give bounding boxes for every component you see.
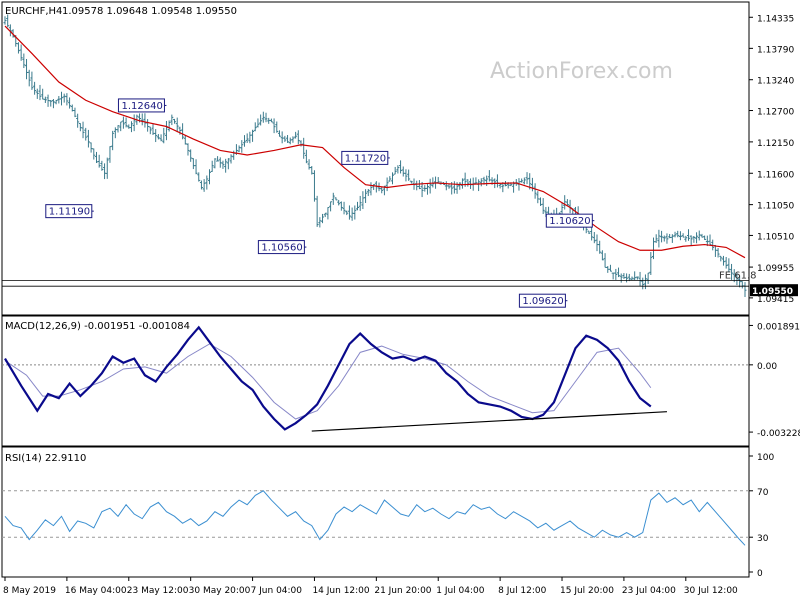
price-ytick-label: 1.10510 — [757, 232, 794, 242]
xtick-label: 16 May 04:00 — [65, 586, 127, 596]
macd-line — [4, 325, 652, 431]
macd-signal-line — [4, 343, 652, 420]
macd-ytick-label: 0.001891 — [757, 322, 800, 332]
macd-ytick-label: 0.00 — [757, 362, 777, 372]
xtick-label: 23 Jul 04:00 — [622, 586, 676, 596]
rsi-layer: 100 70 30 0 — [2, 453, 774, 579]
price-ytick-label: 1.12700 — [757, 108, 794, 118]
last-price-box — [750, 284, 798, 297]
xtick-label: 8 Jul 12:00 — [498, 586, 547, 596]
price-ytick-label: 1.14335 — [757, 14, 794, 24]
macd-ytick-label: -0.003228 — [757, 429, 800, 439]
price-ytick-label: 1.09955 — [757, 264, 794, 274]
macd-title: MACD(12,26,9) -0.001951 -0.001084 — [5, 321, 190, 332]
xtick-label: 23 May 12:00 — [127, 586, 189, 596]
price-ytick-label: 1.12150 — [757, 139, 794, 149]
price-annotation-label: 1.10560 — [261, 243, 302, 254]
rsi-panel — [1, 446, 750, 578]
price-annotation-label: 1.09620 — [522, 296, 563, 307]
xtick-label: 8 May 2019 — [3, 586, 56, 596]
last-price-label: 1.09550 — [752, 287, 793, 297]
rsi-ytick-label: 30 — [757, 534, 769, 544]
rsi-ytick-label: 100 — [757, 453, 774, 463]
rsi-line — [4, 490, 746, 546]
xtick-label: 30 Jul 12:00 — [684, 586, 738, 596]
macd-trendline — [311, 411, 667, 432]
xtick-label: 15 Jul 20:00 — [560, 586, 614, 596]
macd-panel — [1, 315, 750, 447]
rsi-title: RSI(14) 22.9110 — [5, 453, 86, 464]
price-ytick-label: 1.11050 — [757, 202, 794, 212]
price-layer: 1.12640 1.11190 1.10560 1.11720 1.10620 1.096… — [2, 14, 798, 308]
xtick-label: 21 Jun 20:00 — [374, 586, 431, 596]
rsi-ytick-label: 70 — [757, 488, 769, 498]
fe-label: FE 61.8 — [719, 270, 757, 281]
moving-average-line — [4, 25, 746, 259]
xtick-label: 14 Jun 12:00 — [312, 586, 369, 596]
price-annotation-label: 1.10620 — [549, 216, 590, 227]
macd-layer: 0.001891 0.00 -0.003228 — [2, 322, 800, 439]
price-annotation-label: 1.11190 — [49, 207, 90, 218]
price-ytick-label: 1.11600 — [757, 170, 794, 180]
watermark: ActionForex.com — [490, 59, 673, 84]
price-ytick-label: 1.09415 — [757, 295, 794, 305]
rsi-ytick-label: 0 — [757, 569, 763, 579]
axis-layer: 1.14335 1.13790 1.13240 1.12700 1.12150 1.116… — [3, 14, 794, 596]
xtick-label: 1 Jul 04:00 — [436, 586, 485, 596]
price-annotation-label: 1.11720 — [345, 153, 386, 164]
price-title: EURCHF,H4 — [5, 6, 62, 17]
price-annotation-label: 1.12640 — [121, 101, 162, 112]
price-ytick-label: 1.13240 — [757, 77, 794, 87]
xtick-label: 7 Jun 04:00 — [251, 586, 303, 596]
price-ytick-label: 1.13790 — [757, 45, 794, 55]
xtick-label: 30 May 20:00 — [189, 586, 251, 596]
price-ohlc-header: 1.09578 1.09648 1.09548 1.09550 — [62, 6, 237, 17]
